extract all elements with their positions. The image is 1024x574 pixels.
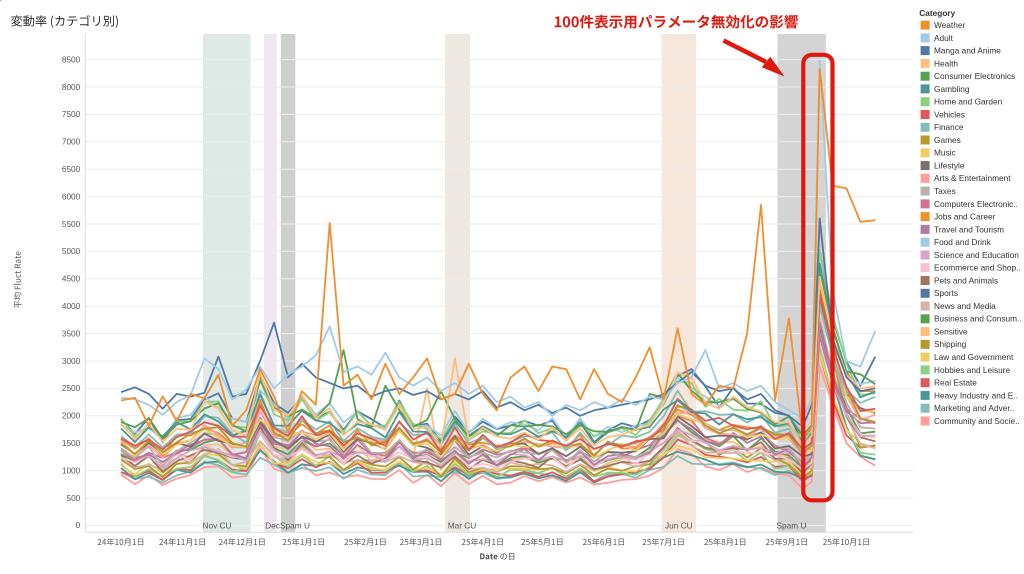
svg-text:Ecommerce and Shop..: Ecommerce and Shop.. (934, 263, 1021, 273)
svg-text:Gambling: Gambling (934, 84, 970, 94)
svg-text:Pets and Animals: Pets and Animals (934, 275, 998, 285)
svg-text:7000: 7000 (62, 137, 81, 147)
svg-text:Lifestyle: Lifestyle (934, 161, 965, 171)
svg-text:Sensitive: Sensitive (934, 327, 968, 337)
svg-text:8000: 8000 (62, 82, 81, 92)
svg-text:Business and Consum..: Business and Consum.. (934, 314, 1022, 324)
svg-text:Hobbies and Leisure: Hobbies and Leisure (934, 365, 1010, 375)
svg-text:1500: 1500 (62, 438, 81, 448)
svg-text:Games: Games (934, 135, 961, 145)
svg-text:Heavy Industry and E..: Heavy Industry and E.. (934, 390, 1018, 400)
svg-text:Spam U: Spam U (777, 520, 807, 530)
svg-text:2500: 2500 (62, 383, 81, 393)
svg-text:Manga and Anime: Manga and Anime (934, 46, 1001, 56)
svg-text:7500: 7500 (62, 109, 81, 119)
svg-text:Jun CU: Jun CU (665, 520, 693, 530)
svg-text:Home and Garden: Home and Garden (934, 97, 1003, 107)
svg-text:Mar CU: Mar CU (448, 520, 477, 530)
svg-text:Weather: Weather (934, 20, 965, 30)
svg-text:Shipping: Shipping (934, 339, 967, 349)
svg-text:3000: 3000 (62, 356, 81, 366)
svg-text:Marketing and Adver..: Marketing and Adver.. (934, 403, 1014, 413)
svg-text:4000: 4000 (62, 301, 81, 311)
svg-text:Law and Government: Law and Government (934, 352, 1014, 362)
svg-text:Music: Music (934, 148, 956, 158)
svg-text:2000: 2000 (62, 411, 81, 421)
svg-text:Jobs and Career: Jobs and Career (934, 212, 996, 222)
svg-text:Category: Category (919, 8, 955, 18)
svg-text:Finance: Finance (934, 122, 964, 132)
svg-text:5000: 5000 (62, 246, 81, 256)
svg-text:6000: 6000 (62, 191, 81, 201)
svg-text:Consumer Electronics: Consumer Electronics (934, 71, 1015, 81)
svg-text:Vehicles: Vehicles (934, 109, 965, 119)
svg-text:6500: 6500 (62, 164, 81, 174)
svg-text:Food and Drink: Food and Drink (934, 237, 992, 247)
svg-text:1000: 1000 (62, 465, 81, 475)
svg-text:Sports: Sports (934, 288, 958, 298)
svg-text:Health: Health (934, 58, 958, 68)
svg-text:Dec: Dec (265, 520, 280, 530)
svg-text:4500: 4500 (62, 274, 81, 284)
svg-text:5500: 5500 (62, 219, 81, 229)
svg-text:Community and Socie..: Community and Socie.. (934, 416, 1020, 426)
svg-text:Computers Electronic..: Computers Electronic.. (934, 199, 1018, 209)
svg-text:Real Estate: Real Estate (934, 378, 977, 388)
svg-text:3500: 3500 (62, 328, 81, 338)
svg-text:Arts & Entertainment: Arts & Entertainment (934, 173, 1011, 183)
svg-text:Adult: Adult (934, 33, 954, 43)
svg-text:Spam U: Spam U (280, 520, 310, 530)
svg-text:Nov CU: Nov CU (202, 520, 231, 530)
svg-text:8500: 8500 (62, 54, 81, 64)
svg-text:News and Media: News and Media (934, 301, 996, 311)
svg-text:0: 0 (76, 520, 81, 530)
svg-text:Science and Education: Science and Education (934, 250, 1019, 260)
svg-text:Taxes: Taxes (934, 186, 956, 196)
svg-text:Travel and Tourism: Travel and Tourism (934, 224, 1004, 234)
svg-text:500: 500 (66, 493, 80, 503)
